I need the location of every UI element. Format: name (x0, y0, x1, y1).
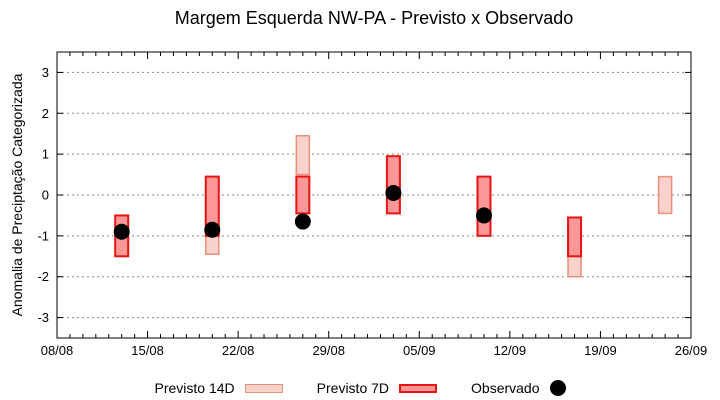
x-tick-label: 15/08 (131, 343, 164, 358)
x-tick-label: 29/08 (312, 343, 345, 358)
forecast-bar-14d (657, 175, 673, 215)
legend-item-observado: Observado (471, 380, 566, 396)
observed-dot (385, 184, 402, 201)
forecast-bar-7d (385, 155, 401, 215)
forecast-bar-7d (567, 216, 583, 258)
observed-dot (294, 213, 311, 230)
y-tick-label: 1 (42, 147, 49, 162)
x-tick-label: 08/08 (41, 343, 74, 358)
legend-item-previsto-14d: Previsto 14D (155, 380, 283, 396)
legend: Previsto 14D Previsto 7D Observado (0, 376, 720, 400)
observed-dot (113, 223, 130, 240)
y-tick-label: 2 (42, 106, 49, 121)
legend-label-previsto-14d: Previsto 14D (154, 380, 235, 396)
forecast-bar-7d (295, 175, 311, 215)
y-tick-label: -2 (37, 269, 49, 284)
y-tick-label: -3 (37, 310, 49, 325)
x-tick-label: 05/09 (403, 343, 436, 358)
x-tick-label: 12/09 (494, 343, 527, 358)
y-tick-label: 3 (42, 65, 49, 80)
y-tick-label: -1 (37, 228, 49, 243)
observed-dot (475, 207, 492, 224)
forecast-bar-14d (295, 135, 311, 176)
x-tick-label: 26/09 (675, 343, 708, 358)
legend-swatch-previsto-7d (399, 383, 438, 393)
legend-label-observado: Observado (471, 380, 540, 396)
legend-item-previsto-7d: Previsto 7D (316, 380, 438, 396)
legend-label-previsto-7d: Previsto 7D (316, 380, 390, 396)
x-tick-label: 19/09 (584, 343, 617, 358)
forecast-bar-7d (476, 175, 492, 237)
legend-swatch-previsto-14d (244, 383, 283, 393)
y-tick-label: 0 (42, 188, 49, 203)
x-tick-label: 22/08 (222, 343, 255, 358)
observed-dot (204, 221, 221, 238)
legend-dot-observado (549, 380, 566, 396)
chart-title: Margem Esquerda NW-PA - Previsto x Obser… (174, 8, 574, 28)
